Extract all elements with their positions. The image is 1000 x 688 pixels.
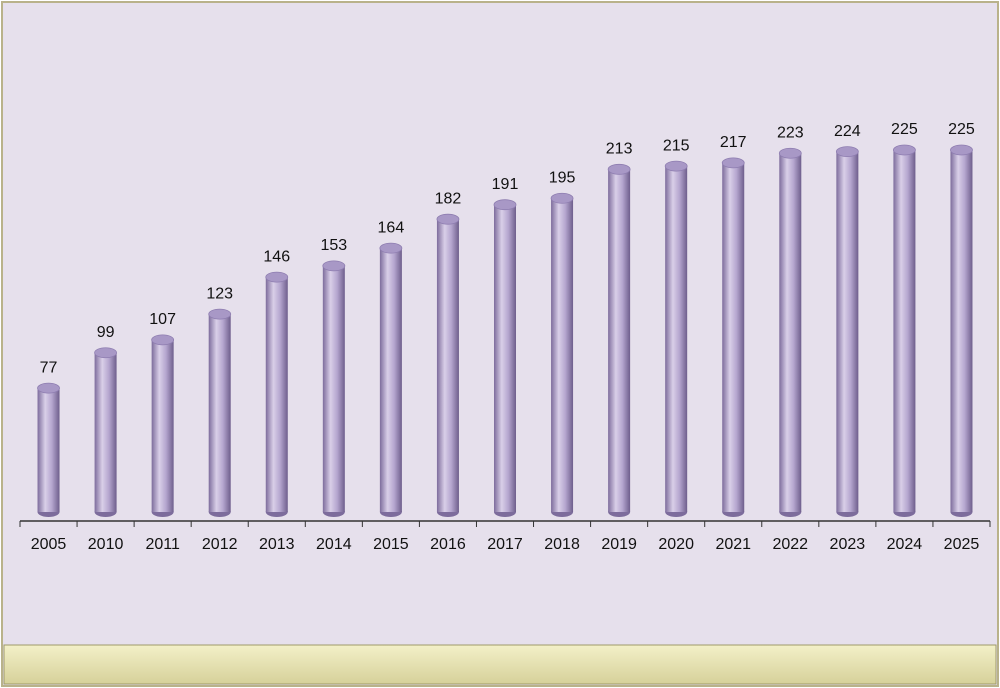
value-label: 213 <box>606 141 633 158</box>
x-tick-label: 2005 <box>31 536 67 553</box>
x-tick-label: 2016 <box>430 536 466 553</box>
value-label: 182 <box>435 190 462 207</box>
x-tick-label: 2012 <box>202 536 238 553</box>
bar <box>779 153 802 512</box>
value-label: 223 <box>777 124 804 141</box>
x-tick-label: 2024 <box>887 536 923 553</box>
x-tick-label: 2022 <box>772 536 808 553</box>
bar-top <box>151 334 175 346</box>
value-label: 123 <box>206 285 233 302</box>
x-tick-label: 2021 <box>715 536 751 553</box>
bar <box>436 219 459 512</box>
bar-top <box>493 199 517 211</box>
bar-top <box>721 157 745 169</box>
x-tick-label: 2013 <box>259 536 295 553</box>
value-label: 225 <box>891 121 918 138</box>
value-label: 77 <box>40 359 58 376</box>
bar-top <box>664 160 688 172</box>
value-label: 225 <box>948 121 975 138</box>
value-label: 153 <box>320 237 347 254</box>
x-tick-label: 2011 <box>145 536 180 553</box>
bar <box>379 248 402 513</box>
bar <box>94 352 117 512</box>
bar <box>722 162 745 513</box>
bar-top <box>436 213 460 225</box>
value-label: 215 <box>663 137 690 154</box>
x-tick-label: 2015 <box>373 536 409 553</box>
value-label: 195 <box>549 169 576 186</box>
x-tick-label: 2010 <box>88 536 124 553</box>
bar <box>151 339 174 512</box>
value-label: 99 <box>97 324 115 341</box>
value-label: 217 <box>720 134 747 151</box>
bar <box>893 150 916 512</box>
bottom-strip <box>3 644 997 685</box>
bar <box>950 150 973 512</box>
x-tick-label: 2020 <box>658 536 694 553</box>
bar <box>551 198 574 512</box>
bar-top <box>950 144 973 156</box>
value-label: 224 <box>834 123 861 140</box>
bar-top <box>322 260 346 272</box>
bar-top <box>37 382 60 394</box>
x-tick-label: 2014 <box>316 536 352 553</box>
bar-top <box>778 147 802 159</box>
value-label: 146 <box>263 248 290 265</box>
bar-top <box>835 146 859 158</box>
bar-top <box>265 271 289 283</box>
bar-top <box>379 242 403 254</box>
bar <box>322 265 345 512</box>
bar <box>37 388 60 512</box>
bar <box>265 277 288 512</box>
bar <box>608 169 631 512</box>
bar-top <box>94 347 117 359</box>
bar <box>665 166 688 513</box>
value-label: 191 <box>492 176 519 193</box>
bar <box>494 204 516 513</box>
x-tick-label: 2018 <box>544 536 580 553</box>
x-tick-label: 2017 <box>487 536 523 553</box>
bar-top <box>550 192 574 204</box>
bar-top <box>607 163 631 175</box>
bar-top <box>208 308 232 320</box>
x-tick-label: 2023 <box>830 536 866 553</box>
value-label: 107 <box>149 311 176 328</box>
x-tick-label: 2019 <box>601 536 637 553</box>
value-label: 164 <box>378 219 405 236</box>
x-tick-label: 2025 <box>944 536 980 553</box>
bar <box>208 314 231 512</box>
bar-top <box>893 144 916 156</box>
bar <box>836 151 859 512</box>
